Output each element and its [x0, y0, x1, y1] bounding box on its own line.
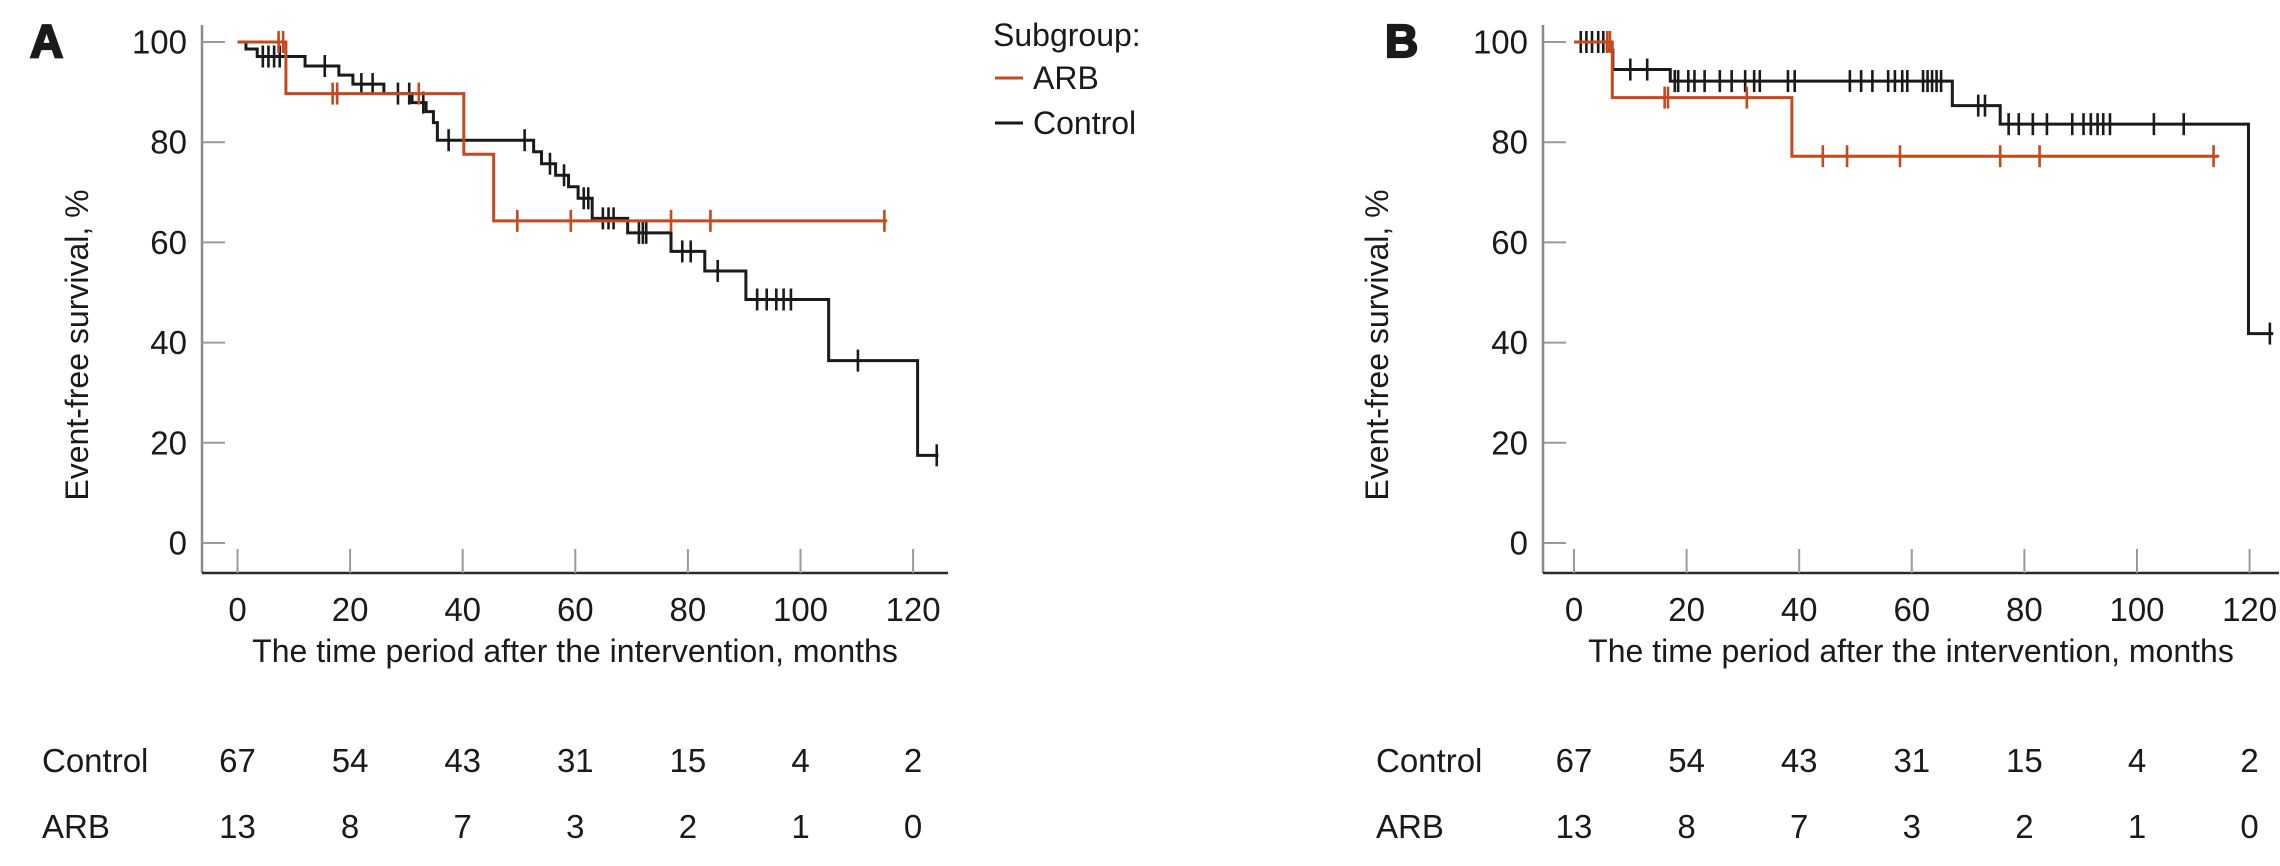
y-tick-label: 60 — [150, 224, 187, 261]
y-tick-label: 0 — [169, 525, 187, 562]
risk-value: 15 — [670, 742, 707, 779]
risk-value: 0 — [2240, 808, 2258, 845]
y-tick-label: 80 — [150, 124, 187, 161]
risk-value: 4 — [2128, 742, 2146, 779]
x-tick-label: 80 — [2006, 591, 2043, 628]
risk-value: 2 — [2015, 808, 2033, 845]
km-curve-control — [237, 40, 939, 457]
risk-value: 8 — [341, 808, 359, 845]
x-tick-label: 120 — [2222, 591, 2277, 628]
x-tick-label: 60 — [1893, 591, 1930, 628]
y-tick-label: 60 — [1491, 224, 1528, 261]
x-tick-label: 0 — [228, 591, 246, 628]
risk-value: 15 — [2006, 742, 2043, 779]
risk-value: 43 — [444, 742, 481, 779]
risk-value: 2 — [679, 808, 697, 845]
risk-value: 7 — [454, 808, 472, 845]
risk-value: 54 — [1668, 742, 1705, 779]
x-tick-label: 20 — [1668, 591, 1705, 628]
risk-value: 3 — [1903, 808, 1921, 845]
x-axis-title: The time period after the intervention, … — [252, 633, 898, 669]
risk-value: 67 — [219, 742, 256, 779]
risk-value: 54 — [332, 742, 369, 779]
km-curve-arb — [237, 40, 888, 223]
x-tick-label: 100 — [2109, 591, 2164, 628]
x-tick-label: 40 — [444, 591, 481, 628]
x-tick-label: 80 — [670, 591, 707, 628]
x-tick-label: 0 — [1565, 591, 1583, 628]
y-tick-label: 40 — [150, 324, 187, 361]
risk-value: 13 — [1556, 808, 1593, 845]
risk-value: 3 — [566, 808, 584, 845]
x-axis-title: The time period after the intervention, … — [1588, 633, 2234, 669]
y-axis-title: Event-free survival, % — [1359, 189, 1395, 500]
risk-value: 2 — [2240, 742, 2258, 779]
risk-value: 43 — [1781, 742, 1818, 779]
risk-value: 2 — [904, 742, 922, 779]
risk-value: 31 — [1893, 742, 1930, 779]
panel-letter: B — [1385, 15, 1418, 67]
risk-value: 1 — [791, 808, 809, 845]
x-tick-label: 100 — [773, 591, 828, 628]
legend-label-control: Control — [1033, 105, 1136, 141]
risk-value: 31 — [557, 742, 594, 779]
risk-value: 4 — [791, 742, 809, 779]
y-axis-title: Event-free survival, % — [59, 189, 95, 500]
x-tick-label: 120 — [886, 591, 941, 628]
risk-value: 67 — [1556, 742, 1593, 779]
km-curve-arb — [1574, 40, 2220, 158]
legend-title: Subgroup: — [993, 17, 1140, 53]
x-tick-label: 40 — [1781, 591, 1818, 628]
y-tick-label: 20 — [150, 424, 187, 461]
risk-row-label-control: Control — [1376, 742, 1482, 779]
legend-label-arb: ARB — [1033, 60, 1099, 96]
y-tick-label: 20 — [1491, 424, 1528, 461]
risk-value: 0 — [904, 808, 922, 845]
panel-letter: A — [30, 15, 63, 67]
x-tick-label: 20 — [332, 591, 369, 628]
x-tick-label: 60 — [557, 591, 594, 628]
risk-value: 7 — [1790, 808, 1808, 845]
y-tick-label: 40 — [1491, 324, 1528, 361]
risk-value: 8 — [1677, 808, 1695, 845]
y-tick-label: 100 — [1473, 24, 1528, 61]
risk-row-label-arb: ARB — [1376, 808, 1444, 845]
risk-value: 1 — [2128, 808, 2146, 845]
risk-row-label-control: Control — [42, 742, 148, 779]
risk-value: 13 — [219, 808, 256, 845]
y-tick-label: 0 — [1510, 525, 1528, 562]
y-tick-label: 100 — [132, 24, 187, 61]
y-tick-label: 80 — [1491, 124, 1528, 161]
risk-row-label-arb: ARB — [42, 808, 110, 845]
